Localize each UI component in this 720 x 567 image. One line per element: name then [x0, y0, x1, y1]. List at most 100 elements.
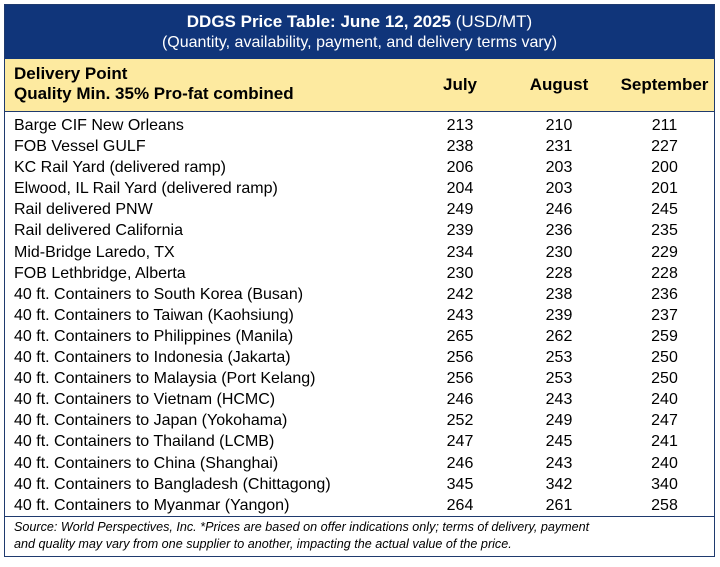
row-august-price: 342 [545, 475, 573, 493]
row-september-price: 250 [651, 349, 678, 367]
table-body: Barge CIF New Orleans 213 210 211 FOB Vessel… [5, 112, 714, 516]
table-row: 40 ft. Containers to Taiwan (Kaohsiung) 2… [5, 305, 714, 326]
row-delivery-point: FOB Vessel GULF [14, 138, 146, 156]
table-row: Rail delivered PNW 249 246 245 [5, 199, 714, 220]
row-august-price: 243 [545, 454, 573, 472]
row-september-price: 228 [651, 264, 678, 282]
table-row: 40 ft. Containers to Philippines (Manila… [5, 326, 714, 347]
table-row: Mid-Bridge Laredo, TX 234 230 229 [5, 242, 714, 263]
row-september-price: 229 [651, 243, 678, 261]
table-header-row: Delivery Point Quality Min. 35% Pro-fat … [5, 59, 714, 112]
row-august-price: 243 [545, 391, 573, 409]
row-delivery-point: 40 ft. Containers to South Korea (Busan) [14, 285, 304, 303]
row-august-price: 210 [545, 117, 573, 134]
header-september: September [620, 75, 709, 94]
footer-line1: Source: World Perspectives, Inc. *Prices… [14, 519, 590, 534]
row-july-price: 265 [446, 327, 474, 345]
table-row: 40 ft. Containers to Bangladesh (Chittag… [5, 474, 714, 495]
table-row: FOB Vessel GULF 238 231 227 [5, 136, 714, 157]
row-august-price: 238 [545, 285, 573, 303]
row-july-price: 213 [446, 117, 474, 134]
price-table: DDGS Price Table: June 12, 2025 (USD/MT)… [4, 4, 715, 557]
row-july-price: 239 [446, 222, 474, 240]
table-row: 40 ft. Containers to Myanmar (Yangon) 264… [5, 495, 714, 516]
table-row: 40 ft. Containers to Thailand (LCMB) 247 2… [5, 431, 714, 452]
row-september-price: 237 [651, 306, 678, 324]
table-title-bold: DDGS Price Table: June 12, 2025 [186, 12, 452, 31]
table-row: FOB Lethbridge, Alberta 230 228 228 [5, 263, 714, 284]
row-september-price: 240 [651, 391, 678, 409]
row-august-price: 203 [545, 159, 573, 177]
row-delivery-point: Rail delivered PNW [14, 201, 153, 219]
row-july-price: 234 [446, 243, 474, 261]
row-delivery-point: 40 ft. Containers to China (Shanghai) [14, 454, 279, 472]
row-july-price: 204 [446, 180, 474, 198]
table-row: Barge CIF New Orleans 213 210 211 [5, 115, 714, 136]
table-title-unit: (USD/MT) [451, 12, 533, 31]
row-august-price: 231 [545, 138, 573, 156]
header-delivery-point: Delivery Point Quality Min. 35% Pro-fat … [14, 64, 294, 104]
table-row: 40 ft. Containers to Indonesia (Jakarta)… [5, 347, 714, 368]
row-delivery-point: 40 ft. Containers to Taiwan (Kaohsiung) [14, 306, 294, 324]
row-delivery-point: Mid-Bridge Laredo, TX [14, 243, 175, 261]
table-title: DDGS Price Table: June 12, 2025 (USD/MT) [5, 11, 714, 32]
row-september-price: 211 [651, 117, 678, 134]
row-august-price: 249 [545, 412, 573, 430]
table-subtitle: (Quantity, availability, payment, and de… [161, 34, 558, 51]
row-delivery-point: 40 ft. Containers to Japan (Yokohama) [14, 412, 288, 430]
row-delivery-point: 40 ft. Containers to Philippines (Manila… [14, 327, 294, 345]
row-august-price: 203 [545, 180, 573, 198]
row-delivery-point: Rail delivered California [14, 222, 183, 240]
table-title-bar: DDGS Price Table: June 12, 2025 (USD/MT)… [5, 5, 714, 59]
row-september-price: 240 [651, 454, 678, 472]
table-row: 40 ft. Containers to Japan (Yokohama) 252… [5, 410, 714, 431]
row-september-price: 236 [651, 285, 678, 303]
row-july-price: 206 [446, 159, 474, 177]
row-august-price: 261 [545, 496, 573, 514]
row-september-price: 201 [651, 180, 678, 198]
row-august-price: 246 [545, 201, 573, 219]
table-row: 40 ft. Containers to Malaysia (Port Kela… [5, 368, 714, 389]
table-row: 40 ft. Containers to Vietnam (HCMC) 246 24… [5, 389, 714, 410]
row-august-price: 253 [545, 349, 573, 367]
header-delivery-line1: Delivery Point [14, 64, 128, 83]
row-august-price: 239 [545, 306, 573, 324]
row-july-price: 256 [446, 349, 474, 367]
table-row: KC Rail Yard (delivered ramp) 206 203 200 [5, 157, 714, 178]
row-september-price: 250 [651, 370, 678, 388]
row-delivery-point: Barge CIF New Orleans [14, 117, 184, 134]
table-row: Elwood, IL Rail Yard (delivered ramp) 204… [5, 178, 714, 199]
row-september-price: 340 [651, 475, 678, 493]
row-september-price: 259 [651, 327, 678, 345]
row-july-price: 256 [446, 370, 474, 388]
row-august-price: 262 [545, 327, 573, 345]
table-footer: Source: World Perspectives, Inc. *Prices… [5, 515, 714, 556]
row-july-price: 243 [446, 306, 474, 324]
row-july-price: 252 [446, 412, 474, 430]
row-delivery-point: 40 ft. Containers to Myanmar (Yangon) [14, 496, 290, 514]
row-july-price: 246 [446, 454, 474, 472]
row-august-price: 253 [545, 370, 573, 388]
row-september-price: 258 [651, 496, 678, 514]
header-august: August [529, 75, 589, 94]
footer-line2: and quality may vary from one supplier t… [14, 536, 512, 551]
table-row: 40 ft. Containers to China (Shanghai) 246… [5, 453, 714, 474]
table-row: Rail delivered California 239 236 235 [5, 220, 714, 241]
row-delivery-point: KC Rail Yard (delivered ramp) [14, 159, 226, 177]
row-july-price: 230 [446, 264, 474, 282]
row-august-price: 236 [545, 222, 573, 240]
row-july-price: 249 [446, 201, 474, 219]
row-september-price: 235 [651, 222, 678, 240]
row-july-price: 247 [446, 433, 474, 451]
row-delivery-point: 40 ft. Containers to Thailand (LCMB) [14, 433, 275, 451]
row-august-price: 228 [545, 264, 573, 282]
row-august-price: 245 [545, 433, 573, 451]
row-july-price: 345 [446, 475, 474, 493]
row-september-price: 247 [651, 412, 678, 430]
row-delivery-point: 40 ft. Containers to Malaysia (Port Kela… [14, 370, 316, 388]
row-september-price: 245 [651, 201, 678, 219]
row-september-price: 200 [651, 159, 678, 177]
row-delivery-point: 40 ft. Containers to Indonesia (Jakarta) [14, 349, 291, 367]
row-delivery-point: Elwood, IL Rail Yard (delivered ramp) [14, 180, 278, 198]
header-july: July [442, 75, 478, 94]
